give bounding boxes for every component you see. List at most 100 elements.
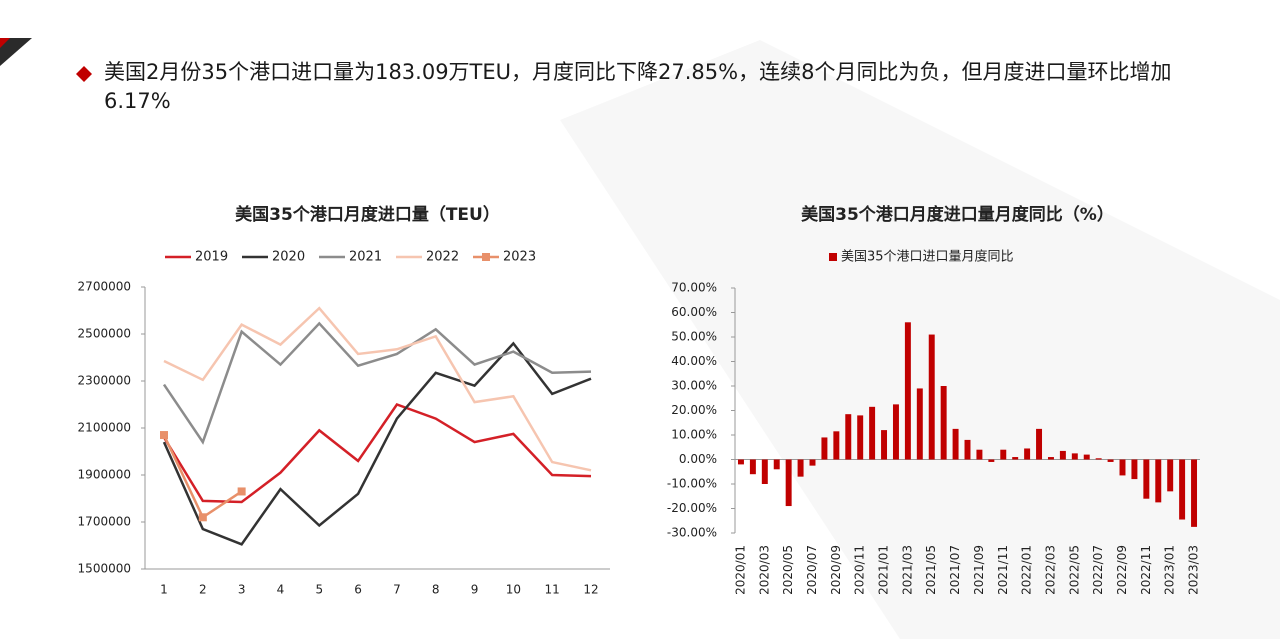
y-tick-label: 0.00%: [679, 452, 717, 466]
bar: [1036, 428, 1043, 460]
y-tick-label: 10.00%: [671, 428, 717, 442]
series-line: [163, 306, 592, 472]
y-tick-label: 1900000: [78, 468, 131, 482]
x-tick-label: 4: [277, 583, 285, 597]
bar: [952, 428, 959, 460]
legend-label: 2019: [195, 250, 228, 265]
bar: [1012, 457, 1019, 460]
bar: [1119, 459, 1126, 476]
y-tick-label: 2300000: [78, 374, 131, 388]
bar: [809, 459, 816, 466]
legend-label: 2020: [272, 250, 305, 265]
bullet-icon: [76, 66, 92, 82]
legend-label: 美国35个港口进口量月度同比: [841, 249, 1014, 265]
x-tick-label: 2020/03: [757, 545, 771, 595]
bar: [869, 406, 876, 460]
x-tick-label: 1: [160, 583, 168, 597]
bar: [1095, 458, 1102, 460]
bar: [976, 449, 983, 460]
chart-title: 美国35个港口月度进口量月度同比（%）: [801, 204, 1114, 225]
bar: [1131, 459, 1138, 480]
x-tick-label: 2021/11: [996, 545, 1010, 595]
corner-accent: [0, 38, 10, 48]
bar: [904, 322, 911, 460]
y-tick-label: 40.00%: [671, 354, 717, 368]
y-tick-label: 2700000: [78, 280, 131, 294]
bar: [1191, 459, 1198, 527]
corner-shape: [0, 38, 32, 66]
bar: [797, 459, 804, 477]
x-tick-label: 10: [506, 583, 521, 597]
bar: [1155, 459, 1162, 503]
series-line: [162, 321, 592, 445]
bar: [833, 431, 840, 460]
bar: [881, 430, 888, 460]
chart-title: 美国35个港口月度进口量（TEU）: [235, 204, 500, 225]
y-tick-label: 2100000: [78, 421, 131, 435]
bar: [1071, 453, 1078, 460]
x-tick-label: 2: [199, 583, 207, 597]
y-tick-label: 2500000: [78, 327, 131, 341]
x-tick-label: 3: [238, 583, 246, 597]
y-tick-label: 30.00%: [671, 379, 717, 393]
x-tick-label: 2021/07: [948, 545, 962, 595]
bar: [1167, 459, 1174, 492]
y-tick-label: 60.00%: [671, 305, 717, 319]
bar: [1143, 459, 1150, 499]
x-tick-label: 2020/01: [733, 545, 747, 595]
y-tick-label: 1500000: [78, 562, 131, 576]
y-tick-label: 1700000: [78, 515, 131, 529]
x-tick-label: 2022/05: [1067, 545, 1081, 595]
legend-marker: [482, 253, 490, 261]
x-tick-label: 2021/01: [877, 545, 891, 595]
bar: [1107, 459, 1114, 462]
bar: [1083, 454, 1090, 460]
y-tick-label: -20.00%: [667, 501, 717, 515]
bar: [1024, 448, 1031, 460]
x-tick-label: 2023/03: [1187, 545, 1201, 595]
bar: [964, 439, 971, 460]
y-tick-label: -10.00%: [667, 477, 717, 491]
point-marker: [237, 487, 246, 496]
point-marker: [198, 513, 207, 522]
x-tick-label: 2020/11: [853, 545, 867, 595]
x-tick-label: 12: [583, 583, 598, 597]
x-tick-label: 2021/09: [972, 545, 986, 595]
bar: [916, 388, 923, 460]
x-tick-label: 2021/03: [900, 545, 914, 595]
x-tick-label: 2020/09: [829, 545, 843, 595]
bar: [1179, 459, 1186, 520]
y-tick-label: 50.00%: [671, 330, 717, 344]
y-tick-label: 70.00%: [671, 281, 717, 295]
legend-swatch: [829, 253, 837, 261]
point-marker: [160, 431, 168, 440]
x-tick-label: 11: [545, 583, 560, 597]
bar: [940, 386, 947, 460]
x-tick-label: 6: [354, 583, 362, 597]
series-line: [162, 402, 592, 504]
bar: [785, 459, 792, 507]
legend-label: 2022: [426, 250, 459, 265]
bar: [1000, 449, 1007, 460]
x-tick-label: 8: [432, 583, 440, 597]
x-tick-label: 2022/07: [1091, 545, 1105, 595]
x-tick-label: 2020/07: [805, 545, 819, 595]
y-tick-label: 20.00%: [671, 403, 717, 417]
x-tick-label: 2020/05: [781, 545, 795, 595]
legend-label: 2023: [503, 250, 536, 265]
x-tick-label: 2021/05: [924, 545, 938, 595]
x-tick-label: 5: [315, 583, 323, 597]
x-tick-label: 2022/03: [1043, 545, 1057, 595]
x-tick-label: 7: [393, 583, 401, 597]
bar: [988, 459, 995, 462]
bar: [892, 404, 899, 460]
x-tick-label: 2022/09: [1115, 545, 1129, 595]
bar: [1047, 457, 1054, 460]
bar: [737, 459, 744, 465]
bar: [773, 459, 780, 470]
bg-shape: [560, 40, 1280, 639]
bar: [845, 414, 852, 460]
